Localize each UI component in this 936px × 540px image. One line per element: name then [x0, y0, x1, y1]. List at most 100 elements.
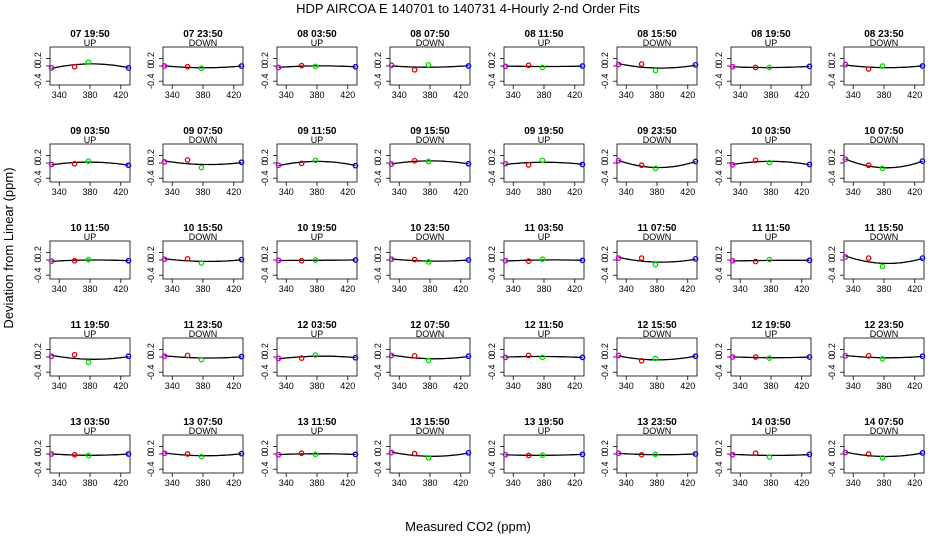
- panel-title: 11 11:50: [752, 223, 791, 234]
- x-tick-label: 340: [619, 381, 634, 391]
- y-tick-label: 0.2: [146, 343, 156, 356]
- y-tick-label: 0: [260, 354, 270, 359]
- standard-point: [502, 63, 509, 70]
- standard-point: [411, 256, 418, 263]
- y-tick-label: 0: [487, 63, 497, 68]
- y-tick-label: -0.4: [260, 461, 270, 477]
- panel-title: 10 03:50: [751, 126, 791, 137]
- y-tick-label: 0.2: [714, 52, 724, 65]
- y-tick-label: 0.2: [373, 440, 383, 453]
- x-tick-label: 380: [763, 90, 778, 100]
- standard-point: [919, 158, 926, 164]
- panel-title: 11 19:50: [71, 320, 110, 331]
- panel-direction: DOWN: [416, 426, 445, 436]
- panel-direction: DOWN: [189, 232, 218, 242]
- y-tick-label: -0.4: [33, 73, 43, 89]
- standard-point: [652, 451, 659, 458]
- x-tick-label: 420: [567, 381, 582, 391]
- x-tick-label: 380: [649, 478, 664, 488]
- x-tick-label: 420: [226, 478, 241, 488]
- y-tick-label: 0: [487, 160, 497, 165]
- y-tick-label: -0.4: [827, 364, 837, 380]
- x-tick-label: 420: [794, 381, 809, 391]
- y-tick-label: 0.2: [260, 149, 270, 162]
- standard-point: [539, 256, 546, 263]
- x-tick-label: 420: [226, 187, 241, 197]
- y-tick-label: 0: [260, 257, 270, 262]
- x-tick-label: 340: [506, 478, 521, 488]
- x-tick-label: 340: [506, 381, 521, 391]
- x-tick-label: 340: [52, 381, 67, 391]
- standard-point: [298, 355, 305, 361]
- y-tick-label: 0: [373, 160, 383, 165]
- x-tick-label: 380: [763, 381, 778, 391]
- panel-direction: DOWN: [870, 135, 899, 145]
- standard-point: [615, 352, 622, 359]
- fit-curve: [618, 63, 696, 69]
- standard-point: [298, 62, 305, 69]
- x-tick-label: 340: [392, 187, 407, 197]
- standard-point: [125, 65, 132, 71]
- panel-direction: UP: [84, 426, 97, 436]
- standard-point: [71, 257, 78, 264]
- y-tick-label: -0.4: [714, 73, 724, 89]
- x-tick-label: 420: [453, 284, 468, 294]
- standard-point: [502, 354, 509, 361]
- x-tick-label: 340: [846, 187, 861, 197]
- y-tick-label: 0: [373, 451, 383, 456]
- standard-point: [879, 165, 886, 172]
- panel-frame: [730, 434, 812, 474]
- x-tick-label: 380: [309, 284, 324, 294]
- y-tick-label: 0.2: [487, 440, 497, 453]
- y-tick-label: 0: [33, 160, 43, 165]
- panel-direction: DOWN: [870, 232, 899, 242]
- y-tick-label: -0.4: [33, 461, 43, 477]
- standard-point: [865, 66, 872, 72]
- standard-point: [638, 61, 645, 67]
- y-tick-label: 0.2: [600, 52, 610, 65]
- x-tick-label: 420: [907, 284, 922, 294]
- standard-point: [539, 354, 546, 361]
- standard-point: [615, 450, 622, 457]
- panel-title: 09 07:50: [183, 126, 223, 137]
- panel-title: 09 11:50: [298, 126, 337, 137]
- panel-title: 14 03:50: [751, 417, 791, 428]
- panel-direction: DOWN: [416, 38, 445, 48]
- panel-direction: UP: [538, 426, 551, 436]
- standard-point: [184, 352, 191, 359]
- fit-curve: [505, 453, 583, 456]
- x-tick-label: 420: [907, 381, 922, 391]
- standard-point: [275, 257, 282, 264]
- x-tick-label: 340: [392, 381, 407, 391]
- x-tick-label: 420: [113, 90, 128, 100]
- standard-point: [352, 451, 359, 458]
- standard-point: [425, 62, 432, 68]
- panel-direction: UP: [538, 38, 551, 48]
- standard-point: [161, 256, 168, 263]
- x-tick-label: 380: [422, 478, 437, 488]
- y-tick-label: 0.2: [827, 149, 837, 162]
- standard-point: [579, 161, 586, 168]
- x-tick-label: 340: [733, 478, 748, 488]
- x-tick-label: 420: [680, 478, 695, 488]
- x-tick-label: 420: [340, 284, 355, 294]
- fit-curve: [732, 65, 810, 69]
- panel-direction: DOWN: [643, 426, 672, 436]
- fit-curve: [51, 354, 129, 360]
- panel-title: 07 19:50: [70, 29, 110, 40]
- fit-curve: [164, 160, 242, 166]
- x-tick-label: 340: [846, 381, 861, 391]
- x-tick-label: 420: [680, 284, 695, 294]
- x-tick-label: 420: [226, 284, 241, 294]
- standard-point: [198, 65, 205, 72]
